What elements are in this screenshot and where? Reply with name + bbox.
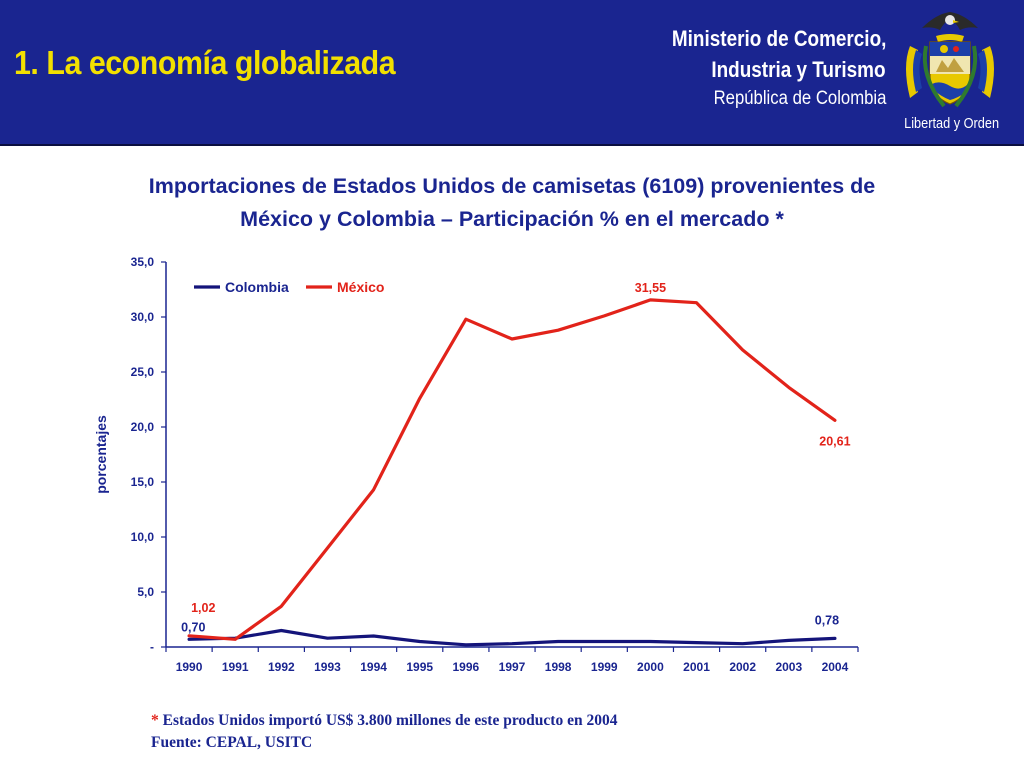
y-tick-label: 30,0 [131, 310, 155, 324]
y-tick-label: 25,0 [131, 365, 155, 379]
series-line-0 [187, 628, 837, 647]
data-label: 0,70 [181, 620, 205, 634]
footnote: * Estados Unidos importó US$ 3.800 millo… [151, 710, 617, 754]
footnote-text: Estados Unidos importó US$ 3.800 millone… [162, 712, 618, 729]
x-tick-label: 2004 [822, 660, 849, 674]
data-label: 20,61 [819, 434, 850, 448]
footnote-star: * [151, 712, 159, 729]
x-tick-label: 2001 [683, 660, 710, 674]
legend-label-1: México [337, 279, 384, 295]
y-tick-label: 15,0 [131, 475, 155, 489]
x-tick-label: 1998 [545, 660, 572, 674]
series-line-1 [187, 298, 837, 641]
slide-title: 1. La economía globalizada [14, 44, 396, 81]
ministry-name-line1: Ministerio de Comercio, [671, 26, 886, 51]
data-label: 1,02 [191, 601, 215, 615]
chart-title-line2: México y Colombia – Participación % en e… [240, 207, 784, 231]
x-tick-label: 2002 [729, 660, 756, 674]
x-tick-label: 1999 [591, 660, 618, 674]
x-tick-label: 1994 [360, 660, 387, 674]
ministry-country: República de Colombia [713, 88, 886, 109]
legend-label-0: Colombia [225, 279, 289, 295]
chart-title-line1: Importaciones de Estados Unidos de camis… [148, 174, 876, 198]
y-tick-label: 20,0 [131, 420, 155, 434]
header-banner: 1. La economía globalizada Ministerio de… [0, 0, 1024, 146]
x-tick-label: 1995 [406, 660, 433, 674]
x-tick-label: 1991 [222, 660, 249, 674]
motto-text: Libertad y Orden [904, 115, 1000, 132]
chart-title: Importaciones de Estados Unidos de camis… [40, 170, 984, 236]
footnote-line1: * Estados Unidos importó US$ 3.800 millo… [151, 710, 617, 732]
coat-of-arms-icon [906, 12, 994, 108]
x-tick-label: 1996 [453, 660, 480, 674]
data-label: 0,78 [815, 613, 839, 627]
x-tick-label: 1993 [314, 660, 341, 674]
line-chart: - 5,0 10,0 15,0 20,0 25,0 30,0 35,0 1990 1991 1992… [93, 255, 859, 674]
y-tick-label: 10,0 [131, 530, 155, 544]
y-axis-label: porcentajes [93, 415, 109, 494]
footnote-source: Fuente: CEPAL, USITC [151, 734, 313, 751]
x-tick-label: 1992 [268, 660, 295, 674]
y-tick-label: - [150, 640, 154, 654]
data-label: 31,55 [635, 281, 666, 295]
y-tick-label: 5,0 [137, 585, 154, 599]
y-tick-label: 35,0 [131, 255, 155, 269]
ministry-name-line2: Industria y Turismo [711, 57, 886, 82]
x-tick-label: 2003 [775, 660, 802, 674]
x-tick-label: 2000 [637, 660, 664, 674]
x-tick-label: 1997 [499, 660, 526, 674]
x-tick-label: 1990 [176, 660, 203, 674]
